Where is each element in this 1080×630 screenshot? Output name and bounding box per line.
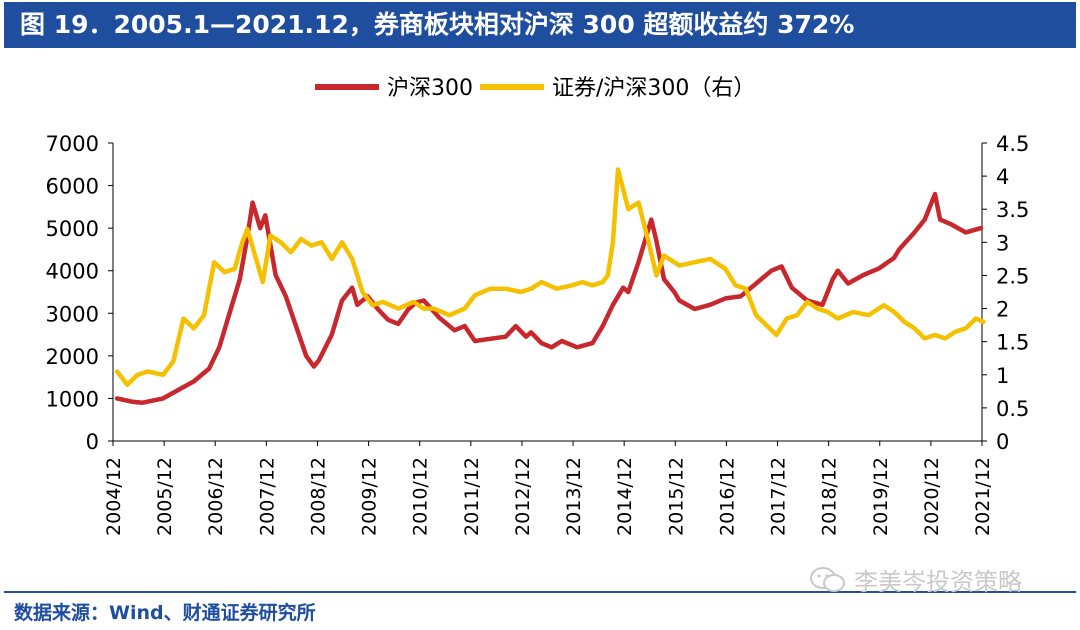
x-tick-label: 2017/12 [768,457,790,536]
y-right-tick-label: 1 [996,364,1009,388]
y-left-tick-label: 5000 [46,217,99,241]
watermark-text: 李美岑投资策略 [854,568,1022,596]
x-tick-label: 2013/12 [563,457,585,536]
y-right-tick-label: 4 [996,165,1009,189]
y-left-tick-label: 0 [86,430,99,454]
y-right-tick-label: 3.5 [996,198,1029,222]
y-right-tick-label: 0.5 [996,397,1029,421]
y-right-tick-label: 3 [996,231,1009,255]
divider [4,591,1076,593]
x-tick-label: 2015/12 [665,457,687,536]
x-tick-label: 2005/12 [154,457,176,536]
figure-title: 图 19．2005.1—2021.12，券商板块相对沪深 300 超额收益约 3… [20,10,855,39]
y-right-tick-label: 2 [996,298,1009,322]
watermark: 李美岑投资策略 [808,562,1022,597]
series-line-ratio [114,167,986,387]
x-tick-label: 2007/12 [256,457,278,536]
y-right-tick-label: 4.5 [996,132,1029,156]
x-tick-label: 2006/12 [205,457,227,536]
x-tick-label: 2008/12 [307,457,329,536]
y-left-tick-label: 7000 [46,132,99,156]
chart: 0 1000 2000 3000 4000 5000 6000 7000 0 0.5 1 1.5 2 2.… [46,76,1030,536]
y-left-tick-label: 4000 [46,260,99,284]
x-tick-label: 2021/12 [972,457,994,536]
x-tick-label: 2018/12 [819,457,841,536]
series-line-csi300 [114,191,984,405]
y-left-tick-label: 1000 [46,387,99,411]
y-left-tick-label: 6000 [46,175,99,199]
x-tick-label: 2011/12 [461,457,483,536]
x-tick-label: 2012/12 [512,457,534,536]
legend-csi300-label: 沪深300 [387,76,473,101]
figure-title-bar: 图 19．2005.1—2021.12，券商板块相对沪深 300 超额收益约 3… [4,2,1076,48]
legend-ratio-label: 证券/沪深300（右） [552,76,755,101]
x-tick-label: 2009/12 [359,457,381,536]
y-right-tick-label: 2.5 [996,264,1029,288]
x-tick-label: 2004/12 [103,457,125,536]
x-tick-label: 2019/12 [870,457,892,536]
x-tick-label: 2020/12 [921,457,943,536]
y-left-tick-label: 2000 [46,345,99,369]
wechat-icon [810,566,845,592]
x-tick-label: 2010/12 [410,457,432,536]
x-tick-label: 2016/12 [716,457,738,536]
y-left-tick-label: 3000 [46,302,99,326]
y-right-tick-label: 0 [996,430,1009,454]
source-note: 数据来源：Wind、财通证券研究所 [14,602,316,624]
x-tick-label: 2014/12 [614,457,636,536]
y-right-tick-label: 1.5 [996,331,1029,355]
